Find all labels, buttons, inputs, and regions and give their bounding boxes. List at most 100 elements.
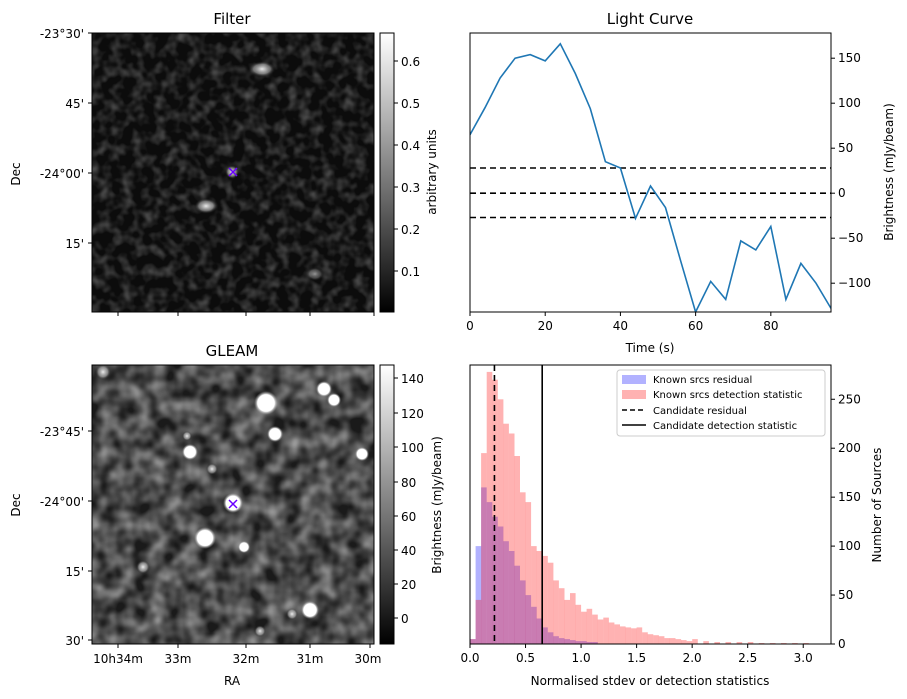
histogram-bar-known-residual: [481, 487, 487, 644]
histogram-bar-known-detection: [681, 640, 687, 644]
filter-title: Filter: [213, 10, 251, 28]
histogram-bar-known-residual: [470, 639, 476, 644]
legend-label: Candidate residual: [653, 406, 747, 417]
gleam-candidate-marker: [228, 499, 238, 509]
histogram-ytick-label: 50: [838, 588, 853, 602]
light-curve-ytick-label: −50: [838, 231, 863, 245]
gleam-title: GLEAM: [206, 342, 259, 360]
histogram-bar-known-detection: [553, 580, 559, 644]
histogram-bar-known-residual: [592, 642, 598, 644]
gleam-colorbar-tick: 40: [401, 544, 416, 558]
gleam-colorbar-tick: 80: [401, 476, 416, 490]
histogram-bar-known-detection: [686, 641, 693, 644]
light-curve-xtick-label: 0: [466, 319, 474, 333]
gleam-colorbar-tick: 120: [401, 407, 424, 421]
histogram-bar-known-detection: [481, 453, 487, 644]
histogram-bar-known-detection: [475, 599, 482, 644]
histogram-bar-known-detection: [581, 611, 587, 644]
histogram-bar-known-detection: [542, 555, 548, 644]
histogram-bar-known-detection: [692, 639, 698, 644]
filter-panel: Filter -23°30' 45' -24°00' 15' Dec: [9, 10, 439, 316]
gleam-dec-tick: -24°00': [40, 495, 84, 509]
histogram-ylabel: Number of Sources: [870, 448, 884, 563]
histogram-axes-frame: [469, 364, 832, 645]
histogram-ytick-label: 100: [838, 539, 861, 553]
filter-source-blob: [306, 267, 324, 281]
gleam-source: [95, 365, 111, 380]
histogram-bar-known-residual: [508, 551, 515, 644]
histogram-bar-known-detection: [570, 593, 576, 644]
light-curve-series-line: [470, 42, 831, 312]
histogram-bar-known-detection: [736, 642, 743, 644]
histogram-bar-known-detection: [625, 627, 632, 644]
gleam-colorbar-tick: 100: [401, 441, 424, 455]
histogram-bar-known-detection: [653, 635, 659, 644]
legend-label: Known srcs detection statistic: [653, 390, 802, 401]
histogram-bar-known-detection: [525, 502, 532, 644]
histogram-bar-known-residual: [547, 632, 554, 644]
histogram-bar-known-residual: [581, 641, 587, 644]
filter-colorbar-tick: 0.4: [401, 139, 420, 153]
gleam-source: [206, 463, 218, 475]
histogram-bar-known-detection: [564, 599, 570, 644]
histogram-ytick-label: 150: [838, 490, 861, 504]
histogram-bar-known-detection: [536, 551, 543, 644]
gleam-ra-tick: 30m: [355, 652, 382, 666]
histogram-bar-known-detection: [747, 642, 754, 644]
filter-colorbar-tick: 0.1: [401, 265, 420, 279]
gleam-colorbar: [379, 364, 395, 645]
light-curve-xtick-label: 60: [688, 319, 703, 333]
histogram-bar-known-residual: [475, 546, 482, 644]
gleam-source: [254, 391, 278, 415]
light-curve-ytick-label: 50: [838, 141, 853, 155]
histogram-bar-known-detection: [547, 562, 554, 644]
histogram-xlabel: Normalised stdev or detection statistics: [531, 674, 770, 688]
filter-colorbar: [379, 32, 395, 313]
histogram-bar-known-detection: [514, 456, 520, 644]
filter-dec-tick: -23°30': [40, 27, 84, 41]
histogram-bar-known-detection: [620, 626, 626, 644]
histogram-bar-known-residual: [486, 502, 493, 644]
gleam-colorbar-tick: 20: [401, 578, 416, 592]
gleam-ra-tick: 32m: [233, 652, 260, 666]
filter-candidate-marker: [228, 167, 238, 177]
legend-swatch-known-detection: [622, 390, 646, 399]
histogram-bar-known-detection: [597, 619, 604, 644]
histogram-xtick-label: 1.0: [572, 651, 591, 665]
histogram-chart: 0.0 0.5 1.0 1.5 2.0 2.5 3.0 0 50 100 150 200 250 No…: [460, 364, 884, 688]
gleam-colorbar-label: Brightness (mJy/beam): [430, 436, 444, 574]
gleam-ra-tick: 33m: [165, 652, 192, 666]
histogram-bar-known-detection: [608, 622, 615, 644]
filter-source-blob: [248, 61, 276, 77]
histogram-bar-known-detection: [647, 634, 654, 644]
gleam-ra-tick: 10h34m: [93, 652, 143, 666]
filter-ylabel: Dec: [9, 162, 23, 185]
histogram-xtick-label: 1.5: [627, 651, 646, 665]
histogram-legend: Known srcs residual Known srcs detection…: [616, 369, 826, 437]
gleam-colorbar-tick: 60: [401, 510, 416, 524]
histogram-bar-known-residual: [564, 639, 570, 644]
histogram-bar-known-detection: [486, 371, 493, 644]
histogram-bar-known-detection: [520, 492, 526, 644]
gleam-source: [254, 625, 266, 637]
gleam-source: [182, 444, 198, 460]
histogram-bar-known-residual: [503, 541, 509, 644]
histogram-bar-known-detection: [503, 423, 509, 644]
histogram-bar-known-residual: [536, 618, 543, 644]
gleam-source: [327, 393, 341, 407]
histogram-xtick-label: 0.0: [460, 651, 479, 665]
histogram-bar-known-detection: [497, 399, 504, 644]
legend-label: Known srcs residual: [653, 375, 752, 386]
light-curve-xtick-label: 40: [613, 319, 628, 333]
histogram-bar-known-residual: [514, 565, 520, 644]
histogram-bar-known-residual: [520, 580, 526, 644]
gleam-ylabel: Dec: [9, 493, 23, 516]
histogram-bar-known-detection: [642, 632, 648, 644]
histogram-bar-known-residual: [558, 638, 565, 644]
histogram-bar-known-detection: [675, 639, 682, 644]
filter-dec-tick: -24°00': [40, 167, 84, 181]
histogram-bar-known-detection: [586, 608, 593, 644]
histogram-bar-known-detection: [508, 433, 515, 644]
histogram-bar-known-detection: [669, 638, 676, 644]
